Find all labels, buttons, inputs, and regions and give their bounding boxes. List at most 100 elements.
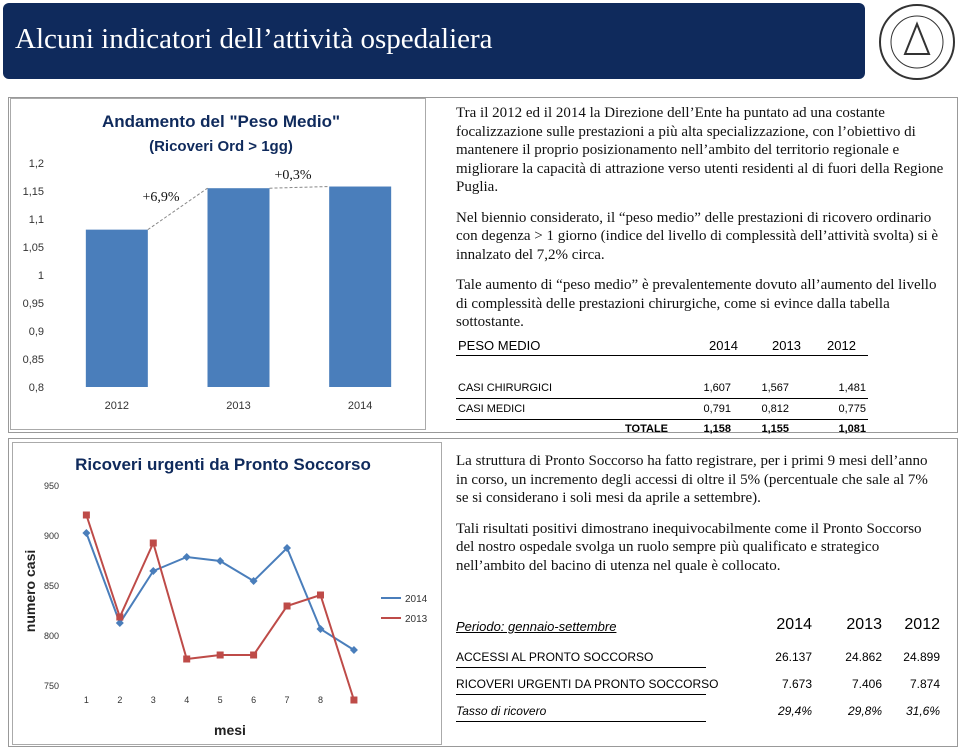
cell: RICOVERI URGENTI DA PRONTO SOCCORSO [456, 677, 719, 691]
bar [85, 229, 148, 387]
cell: 7.673 [781, 677, 812, 691]
marker [216, 651, 224, 659]
cell: 2013 [846, 616, 882, 633]
cell: 1,481 [838, 382, 866, 394]
cell: 29,8% [847, 704, 882, 718]
cell: 0,775 [838, 402, 866, 415]
x-axis-label: mesi [214, 722, 246, 738]
y-tick-label: 1 [38, 270, 44, 282]
paragraph: Tali risultati positivi dimostrano inequ… [456, 520, 922, 574]
paragraph: Tra il 2012 ed il 2014 la Direzione dell… [456, 105, 944, 195]
cell: CASI MEDICI [458, 402, 526, 415]
marker [316, 625, 325, 633]
table-row: ACCESSI AL PRONTO SOCCORSO 26.137 24.862 24… [456, 650, 944, 668]
bar [329, 186, 392, 387]
legend-label: 2014 [405, 594, 428, 605]
cell: 2012 [904, 616, 940, 633]
cell: 1,155 [761, 423, 789, 435]
marker [349, 646, 358, 654]
bar-chart: Andamento del "Peso Medio" (Ricoveri Ord … [10, 98, 426, 430]
paragraph: Tale aumento di “peso medio” è prevalent… [456, 277, 937, 330]
cell: Periodo: gennaio-settembre [456, 619, 617, 634]
marker [149, 539, 157, 547]
cell: 7.874 [909, 677, 940, 691]
cell: 7.406 [851, 677, 882, 691]
line-chart: Ricoveri urgenti da Pronto Soccorso 750 80… [12, 442, 442, 745]
x-tick-label: 8 [318, 695, 323, 705]
table-row: CASI MEDICI 0,791 0,812 0,775 [456, 403, 868, 420]
y-tick-label: 0,95 [23, 298, 44, 310]
x-tick-label: 4 [184, 695, 189, 705]
marker [183, 655, 191, 663]
marker [283, 602, 291, 610]
chart-title: Andamento del "Peso Medio" [102, 112, 340, 131]
cell: Tasso di ricovero [456, 704, 547, 718]
x-tick-label: 2013 [226, 400, 250, 412]
y-tick-label: 1,15 [23, 186, 44, 198]
y-tick-label: 0,9 [29, 326, 44, 338]
x-tick-label: 2014 [348, 400, 372, 412]
y-tick-label: 850 [44, 581, 59, 591]
cell: CASI CHIRURGICI [458, 382, 553, 394]
marker [82, 511, 90, 519]
y-tick-label: 800 [44, 631, 59, 641]
y-tick-label: 750 [44, 681, 59, 691]
cell: 1,567 [761, 382, 789, 394]
top-panel [8, 97, 958, 433]
series-line [85, 514, 355, 701]
table-row: Tasso di ricovero 29,4% 29,8% 31,6% [456, 704, 944, 722]
marker [182, 553, 191, 561]
table-peso-medio: PESO MEDIO 2014 2013 2012 CASI CHIRURGIC… [456, 338, 868, 435]
marker [249, 577, 258, 585]
marker [115, 619, 124, 627]
y-tick-label: 1,2 [29, 158, 44, 170]
annotation: +6,9% [142, 190, 179, 205]
cell: 1,607 [703, 382, 731, 394]
cell: 2014 [776, 616, 812, 633]
cell: 1,081 [838, 423, 866, 435]
marker [216, 557, 225, 565]
marker [283, 544, 292, 552]
cell: 29,4% [777, 704, 812, 718]
cell: 24.899 [903, 650, 940, 664]
row-rule [456, 721, 706, 722]
annotation: +0,3% [274, 168, 311, 183]
cell: 1,158 [703, 423, 731, 435]
y-tick-label: 1,1 [29, 214, 44, 226]
bar [207, 188, 270, 387]
connector [269, 186, 330, 189]
cell: TOTALE [625, 423, 668, 435]
table-pronto-soccorso: Periodo: gennaio-settembre 2014 2013 201… [456, 616, 944, 726]
page-title: Alcuni indicatori dell’attività ospedali… [15, 23, 493, 55]
paragraph: La struttura di Pronto Soccorso ha fatto… [456, 453, 928, 506]
legend-label: 2013 [405, 614, 428, 625]
x-tick-label: 7 [285, 695, 290, 705]
row-rule [456, 694, 706, 695]
table-header: Periodo: gennaio-settembre 2014 2013 201… [456, 616, 944, 636]
y-tick-label: 900 [44, 531, 59, 541]
y-tick-label: 1,05 [23, 242, 44, 254]
y-axis-label: numero casi [22, 550, 38, 632]
cell: 2014 [709, 338, 738, 353]
table-row: RICOVERI URGENTI DA PRONTO SOCCORSO 7.673… [456, 677, 944, 695]
chart-title: Ricoveri urgenti da Pronto Soccorso [75, 455, 371, 474]
cell: 26.137 [775, 650, 812, 664]
cell: 2013 [772, 338, 801, 353]
marker [350, 696, 358, 704]
table-row: CASI CHIRURGICI 1,607 1,567 1,481 [456, 382, 868, 399]
cell: 24.862 [845, 650, 882, 664]
y-tick-label: 0,85 [23, 354, 44, 366]
marker [250, 651, 258, 659]
series-line [85, 532, 355, 651]
cell: 31,6% [905, 704, 940, 718]
logo [879, 4, 955, 80]
marker [116, 613, 124, 621]
marker [82, 529, 91, 537]
marker [149, 567, 158, 575]
x-tick-label: 5 [218, 695, 223, 705]
y-tick-label: 0,8 [29, 382, 44, 394]
text-top: Tra il 2012 ed il 2014 la Direzione dell… [456, 104, 951, 344]
cell: 2012 [827, 338, 856, 353]
paragraph: Nel biennio considerato, il “peso medio”… [456, 209, 939, 263]
